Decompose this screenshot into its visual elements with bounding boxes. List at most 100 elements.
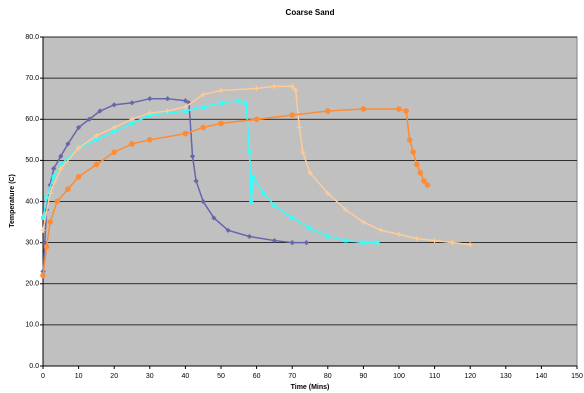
marker bbox=[111, 124, 117, 131]
marker bbox=[378, 227, 384, 233]
marker bbox=[129, 116, 135, 122]
marker bbox=[254, 85, 260, 92]
x-tick-label: 90 bbox=[360, 373, 368, 380]
marker bbox=[290, 215, 295, 220]
x-tick-label: 70 bbox=[288, 373, 296, 380]
marker bbox=[396, 231, 402, 237]
marker bbox=[261, 191, 266, 196]
marker bbox=[271, 83, 277, 89]
x-axis-label: Time (Mins) bbox=[291, 384, 330, 391]
x-tick-label: 40 bbox=[182, 373, 190, 380]
marker bbox=[76, 145, 82, 151]
y-tick-label: 70.0 bbox=[25, 75, 39, 82]
marker bbox=[289, 83, 295, 89]
marker bbox=[182, 98, 188, 104]
marker bbox=[147, 110, 153, 116]
marker bbox=[94, 137, 99, 142]
marker bbox=[403, 108, 409, 114]
y-axis-label: Temperature (C) bbox=[9, 174, 16, 228]
x-tick-label: 110 bbox=[429, 373, 440, 380]
marker bbox=[200, 124, 206, 131]
marker bbox=[193, 178, 199, 184]
marker bbox=[58, 162, 63, 167]
x-tick-label: 0 bbox=[41, 373, 45, 380]
marker bbox=[97, 108, 103, 114]
marker bbox=[300, 149, 306, 155]
marker bbox=[211, 215, 217, 221]
marker bbox=[129, 100, 135, 106]
marker bbox=[189, 153, 196, 159]
marker bbox=[325, 234, 330, 239]
marker bbox=[218, 87, 224, 94]
marker bbox=[183, 109, 188, 114]
marker bbox=[111, 102, 117, 108]
marker bbox=[308, 226, 312, 231]
marker bbox=[293, 87, 299, 94]
marker bbox=[225, 227, 231, 233]
marker bbox=[243, 100, 248, 105]
y-tick-label: 0.0 bbox=[29, 363, 39, 370]
marker bbox=[414, 235, 420, 242]
marker bbox=[289, 240, 295, 246]
marker bbox=[112, 129, 117, 134]
x-tick-label: 50 bbox=[217, 373, 225, 380]
marker bbox=[147, 137, 153, 143]
marker bbox=[218, 120, 224, 127]
marker bbox=[65, 186, 71, 192]
marker bbox=[165, 96, 171, 102]
marker bbox=[396, 106, 402, 112]
marker bbox=[467, 242, 473, 248]
marker bbox=[325, 190, 331, 196]
marker bbox=[147, 96, 153, 102]
marker bbox=[201, 104, 206, 109]
marker bbox=[75, 174, 82, 180]
marker bbox=[43, 243, 50, 250]
marker bbox=[42, 240, 48, 246]
marker bbox=[303, 240, 310, 246]
y-tick-label: 40.0 bbox=[25, 198, 39, 205]
marker bbox=[51, 174, 56, 179]
marker bbox=[40, 272, 46, 279]
marker bbox=[272, 203, 277, 208]
marker bbox=[40, 227, 46, 233]
marker bbox=[51, 166, 57, 172]
x-tick-label: 30 bbox=[146, 373, 154, 380]
marker bbox=[47, 190, 53, 196]
marker bbox=[246, 233, 253, 240]
marker bbox=[271, 237, 277, 244]
marker bbox=[236, 98, 241, 103]
y-tick-label: 20.0 bbox=[25, 281, 39, 288]
marker bbox=[76, 124, 82, 131]
marker bbox=[47, 219, 53, 225]
marker bbox=[86, 116, 92, 122]
marker bbox=[375, 240, 380, 245]
marker bbox=[417, 169, 424, 176]
marker bbox=[182, 104, 188, 110]
marker bbox=[200, 91, 206, 98]
x-tick-label: 80 bbox=[324, 373, 332, 380]
series-line bbox=[42, 85, 471, 246]
marker bbox=[307, 170, 313, 176]
marker bbox=[200, 198, 206, 205]
marker bbox=[93, 161, 100, 168]
marker bbox=[360, 106, 367, 112]
chart-title: Coarse Sand bbox=[286, 8, 335, 17]
y-tick-label: 80.0 bbox=[25, 34, 39, 41]
y-tick-label: 10.0 bbox=[25, 322, 39, 329]
x-tick-label: 60 bbox=[253, 373, 261, 380]
marker bbox=[54, 198, 61, 205]
marker bbox=[410, 149, 417, 155]
y-tick-label: 30.0 bbox=[25, 239, 39, 246]
marker bbox=[251, 174, 256, 179]
marker bbox=[253, 116, 260, 123]
marker bbox=[129, 141, 135, 147]
x-tick-label: 20 bbox=[110, 373, 118, 380]
marker bbox=[361, 240, 366, 245]
marker bbox=[414, 161, 420, 168]
marker bbox=[165, 108, 171, 114]
x-tick-label: 100 bbox=[393, 373, 405, 380]
x-tick-label: 140 bbox=[536, 373, 548, 380]
marker bbox=[360, 219, 366, 225]
marker bbox=[44, 195, 49, 200]
